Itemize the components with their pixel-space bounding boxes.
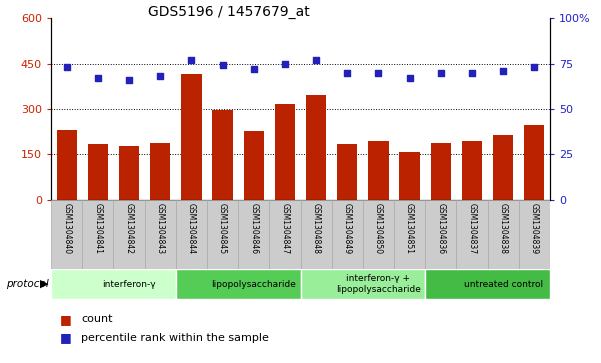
- Bar: [368, 141, 389, 200]
- Bar: [519, 200, 550, 269]
- Text: ▶: ▶: [40, 279, 48, 289]
- Text: GSM1304837: GSM1304837: [468, 203, 477, 254]
- Bar: [150, 143, 170, 200]
- Bar: [269, 200, 300, 269]
- Bar: [426, 269, 550, 299]
- Text: count: count: [81, 314, 112, 325]
- Text: percentile rank within the sample: percentile rank within the sample: [81, 333, 269, 343]
- Point: [436, 70, 445, 76]
- Text: protocol: protocol: [6, 279, 49, 289]
- Text: lipopolysaccharide: lipopolysaccharide: [212, 280, 296, 289]
- Bar: [82, 200, 114, 269]
- Bar: [119, 146, 139, 200]
- Point: [156, 73, 165, 79]
- Text: GSM1304838: GSM1304838: [499, 203, 508, 254]
- Point: [62, 64, 72, 70]
- Bar: [182, 74, 201, 200]
- Point: [405, 75, 415, 81]
- Text: GSM1304845: GSM1304845: [218, 203, 227, 254]
- Text: GSM1304846: GSM1304846: [249, 203, 258, 254]
- Text: GSM1304844: GSM1304844: [187, 203, 196, 254]
- Bar: [51, 200, 82, 269]
- Bar: [306, 95, 326, 200]
- Text: GSM1304850: GSM1304850: [374, 203, 383, 254]
- Point: [218, 62, 227, 68]
- Bar: [212, 110, 233, 200]
- Point: [529, 64, 539, 70]
- Bar: [275, 105, 295, 200]
- Text: GSM1304849: GSM1304849: [343, 203, 352, 254]
- Point: [343, 70, 352, 76]
- Bar: [456, 200, 487, 269]
- Bar: [394, 200, 426, 269]
- Point: [311, 57, 321, 63]
- Text: GSM1304840: GSM1304840: [62, 203, 71, 254]
- Bar: [431, 143, 451, 200]
- Bar: [426, 200, 456, 269]
- Text: GSM1304839: GSM1304839: [530, 203, 539, 254]
- Point: [280, 61, 290, 66]
- Bar: [462, 141, 482, 200]
- Text: GSM1304841: GSM1304841: [93, 203, 102, 254]
- Point: [249, 66, 258, 72]
- Text: GSM1304848: GSM1304848: [311, 203, 320, 254]
- Bar: [238, 200, 269, 269]
- Text: GSM1304851: GSM1304851: [405, 203, 414, 254]
- Bar: [300, 269, 426, 299]
- Bar: [400, 152, 419, 200]
- Text: GSM1304836: GSM1304836: [436, 203, 445, 254]
- Text: interferon-γ +
lipopolysaccharide: interferon-γ + lipopolysaccharide: [336, 274, 421, 294]
- Bar: [207, 200, 238, 269]
- Point: [124, 77, 134, 83]
- Text: GDS5196 / 1457679_at: GDS5196 / 1457679_at: [147, 5, 310, 20]
- Bar: [145, 200, 176, 269]
- Bar: [56, 130, 77, 200]
- Bar: [51, 269, 176, 299]
- Bar: [300, 200, 332, 269]
- Text: GSM1304843: GSM1304843: [156, 203, 165, 254]
- Bar: [243, 131, 264, 200]
- Bar: [332, 200, 363, 269]
- Point: [498, 68, 508, 74]
- Point: [186, 57, 196, 63]
- Point: [467, 70, 477, 76]
- Bar: [524, 125, 545, 200]
- Text: interferon-γ: interferon-γ: [102, 280, 156, 289]
- Text: ■: ■: [60, 313, 72, 326]
- Bar: [88, 144, 108, 200]
- Text: untreated control: untreated control: [463, 280, 543, 289]
- Bar: [493, 135, 513, 200]
- Bar: [337, 144, 358, 200]
- Bar: [176, 269, 300, 299]
- Text: GSM1304847: GSM1304847: [281, 203, 290, 254]
- Point: [93, 75, 103, 81]
- Text: GSM1304842: GSM1304842: [124, 203, 133, 254]
- Bar: [363, 200, 394, 269]
- Text: ■: ■: [60, 331, 72, 344]
- Bar: [487, 200, 519, 269]
- Bar: [114, 200, 145, 269]
- Point: [374, 70, 383, 76]
- Bar: [176, 200, 207, 269]
